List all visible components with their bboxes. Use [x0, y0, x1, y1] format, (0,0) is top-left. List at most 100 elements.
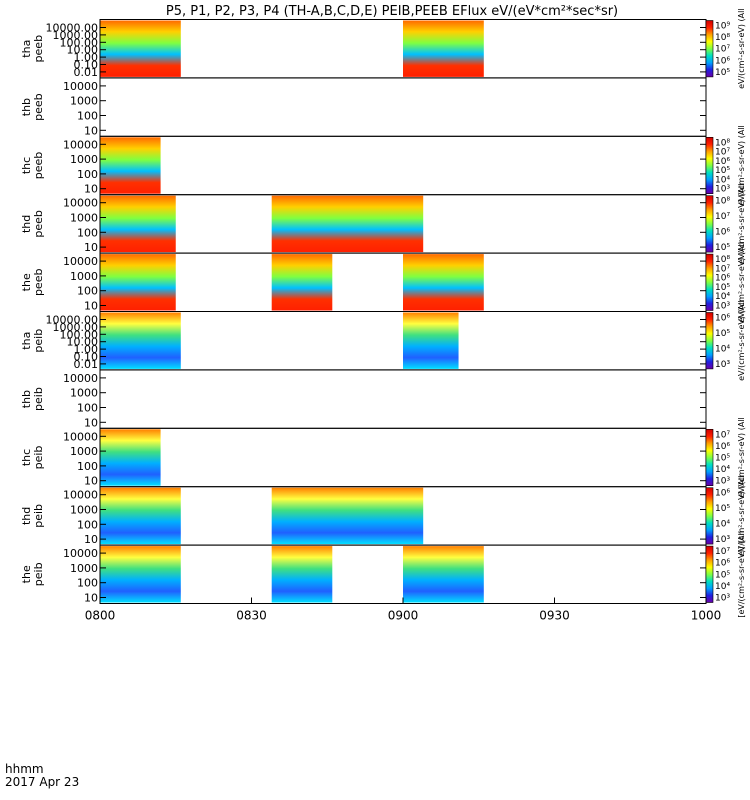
colorbar-tick-label: 10⁷ — [715, 212, 730, 222]
colorbar-tick-label: 10⁴ — [715, 582, 730, 592]
y-tick-label: 1.00 — [74, 51, 99, 64]
data-block-0800-0815 — [100, 254, 176, 311]
data-block-0800-0816 — [100, 546, 181, 603]
y-tick-label: 100 — [77, 460, 98, 473]
y-tick-label: 100 — [77, 110, 98, 123]
colorbar-tick-label: 10⁵ — [715, 504, 730, 514]
y-tick-label: 100 — [77, 226, 98, 239]
colorbar-label: eV/(cm²-s-sr-eV) (All — [737, 125, 746, 205]
x-tick-label: 0800 — [85, 609, 116, 623]
panel-label-product: peib — [32, 387, 45, 411]
colorbar-tick-label: 10³ — [715, 594, 730, 604]
y-tick-label: 10 — [84, 533, 98, 546]
colorbar-label: eV/(cm²-s-sr-eV) (All — [737, 242, 746, 322]
colorbar-tick-label: 10⁵ — [715, 68, 730, 78]
y-tick-label: 0.01 — [74, 358, 99, 371]
panel-label-probe: the — [20, 565, 33, 583]
y-tick-label: 100.00 — [60, 36, 99, 49]
colorbar-tick-label: 10⁶ — [715, 274, 730, 284]
colorbar — [705, 137, 714, 195]
data-block-0834-0904 — [271, 487, 424, 545]
y-tick-label: 100 — [77, 518, 98, 531]
y-tick-label: 1000 — [70, 270, 98, 283]
panel-label-probe: thb — [20, 390, 33, 408]
colorbar-tick-label: 10⁶ — [715, 559, 730, 569]
colorbar — [705, 312, 714, 370]
colorbar-label: eV/(cm²-s-sr-eV) (All — [737, 8, 746, 88]
panel-label-product: peib — [32, 446, 45, 470]
y-tick-label: 100 — [77, 577, 98, 590]
colorbar-tick-label: 10⁶ — [715, 314, 730, 324]
colorbar-tick-label: 10⁹ — [715, 22, 730, 32]
colorbar-tick-label: 10³ — [715, 185, 730, 195]
colorbar-label: eV/(cm²-s-sr-eV) (All — [737, 184, 746, 264]
colorbar-tick-label: 10³ — [715, 360, 730, 370]
date-label: 2017 Apr 23 — [5, 775, 79, 789]
colorbar-label: [eV/(cm²-s-sr-eV)] (All — [737, 531, 746, 618]
y-tick-label: 0.01 — [74, 66, 99, 79]
y-tick-label: 1000 — [70, 445, 98, 458]
colorbar-label: eV/(cm²-s-sr-eV) (All — [737, 476, 746, 556]
data-block-0800-0812 — [100, 429, 161, 486]
y-tick-label: 10000 — [63, 430, 98, 443]
colorbar-tick-label: 10⁴ — [715, 520, 730, 530]
y-tick-label: 1000 — [70, 504, 98, 517]
y-tick-label: 10 — [84, 241, 98, 254]
y-tick-label: 10000 — [63, 547, 98, 560]
colorbar — [705, 195, 714, 253]
y-tick-label: 10 — [84, 300, 98, 313]
data-block-0900-0916 — [403, 254, 484, 311]
y-tick-label: 1000.00 — [53, 29, 99, 42]
colorbar-tick-label: 10⁶ — [715, 157, 730, 167]
y-tick-label: 100 — [77, 285, 98, 298]
data-block-0834-0904 — [271, 195, 424, 253]
colorbar-tick-label: 10⁴ — [715, 292, 730, 302]
colorbar-tick-label: 10⁶ — [715, 442, 730, 452]
y-tick-label: 10.00 — [67, 44, 99, 57]
panel-label-product: peib — [32, 329, 45, 353]
colorbar-tick-label: 10³ — [715, 302, 730, 312]
panel-label-product: peib — [32, 504, 45, 528]
chart-title: P5, P1, P2, P3, P4 (TH-A,B,C,D,E) PEIB,P… — [166, 4, 618, 19]
colorbar-tick-label: 10³ — [715, 477, 730, 487]
y-tick-label: 0.10 — [74, 351, 99, 364]
x-axis-label: hhmm — [5, 762, 44, 776]
colorbar-label: eV/(cm²-s-sr-eV) (All — [737, 300, 746, 380]
x-tick-label: 0930 — [539, 609, 570, 623]
panel-label-probe: tha — [20, 332, 33, 350]
colorbar — [705, 487, 714, 545]
colorbar-tick-label: 10⁴ — [715, 344, 730, 354]
data-block-0900-0916 — [403, 20, 484, 77]
y-tick-label: 10 — [84, 416, 98, 429]
y-tick-label: 10000 — [63, 80, 98, 93]
panel-label-product: peeb — [32, 35, 45, 63]
y-tick-label: 10 — [84, 592, 98, 605]
y-tick-label: 10000 — [63, 372, 98, 385]
y-tick-label: 10 — [84, 475, 98, 488]
panels: 10000.001000.00100.0010.001.000.100.01th… — [20, 8, 746, 617]
panel-frame — [99, 427, 707, 488]
x-tick-label: 0900 — [388, 609, 419, 623]
colorbar-tick-label: 10⁵ — [715, 454, 730, 464]
data-block-0800-0816 — [100, 312, 181, 369]
panel-label-probe: thc — [20, 157, 33, 174]
colorbar — [705, 20, 714, 78]
y-tick-label: 10.00 — [67, 336, 99, 349]
y-tick-label: 10000 — [63, 138, 98, 151]
colorbar-tick-label: 10⁵ — [715, 243, 730, 253]
y-tick-label: 10 — [84, 124, 98, 137]
y-tick-label: 10000 — [63, 489, 98, 502]
y-tick-label: 1000 — [70, 387, 98, 400]
y-tick-label: 100 — [77, 402, 98, 415]
colorbar-tick-label: 10⁴ — [715, 465, 730, 475]
x-tick-label: 0830 — [236, 609, 267, 623]
y-tick-label: 1000.00 — [53, 321, 99, 334]
colorbar-tick-label: 10⁷ — [715, 430, 730, 440]
